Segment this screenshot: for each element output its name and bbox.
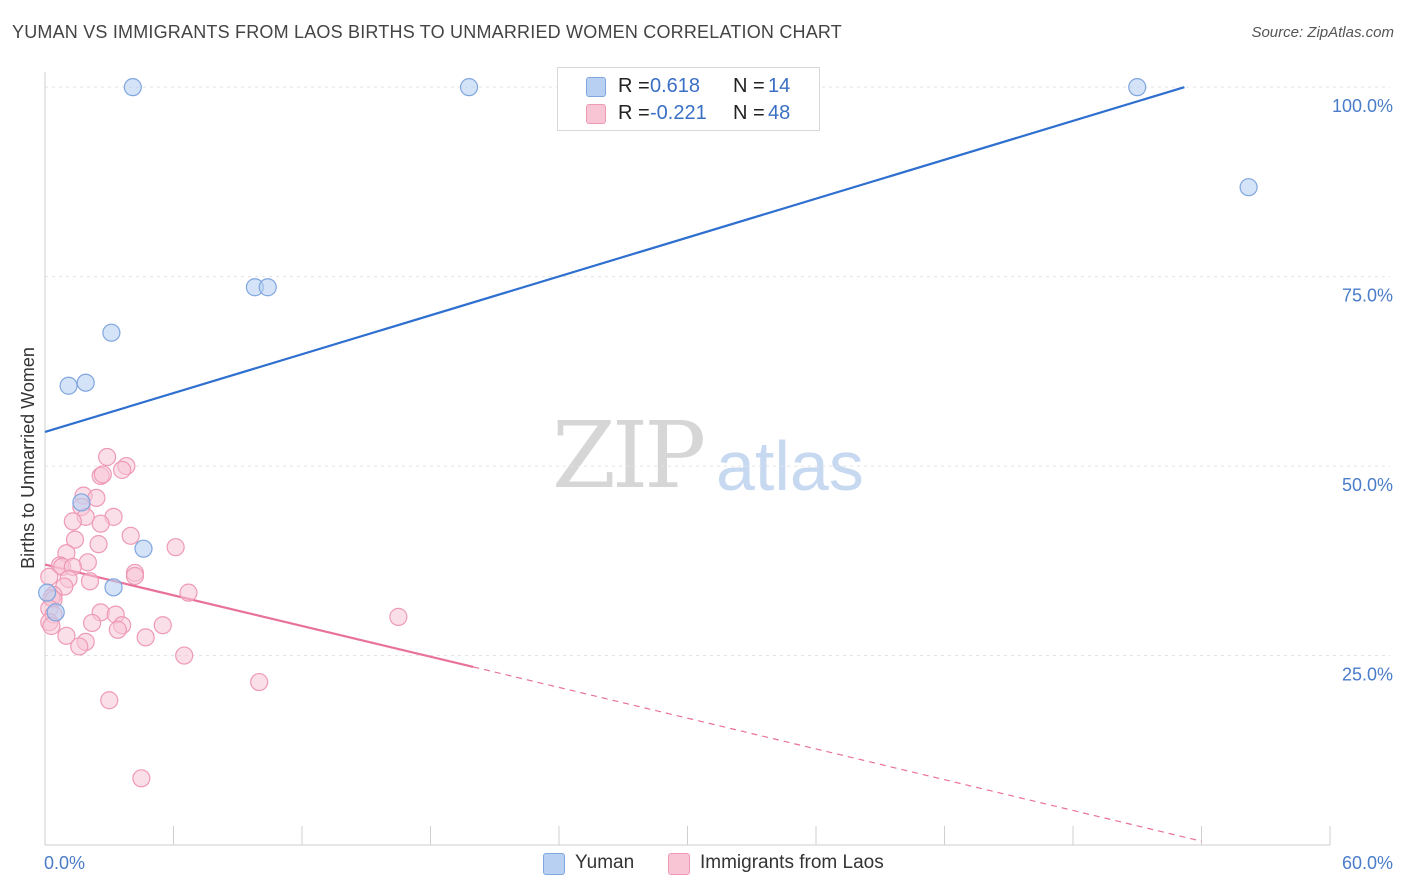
n-label: N = (733, 75, 765, 97)
laos-point (89, 535, 108, 554)
laos-point (125, 566, 145, 586)
correlation-legend: R = 0.618 N = 14 R = -0.221 N = 48 (557, 67, 820, 131)
laos-point (112, 460, 132, 479)
yuman-point (72, 493, 91, 512)
n-value: 48 (768, 102, 791, 124)
points-layer (38, 78, 1258, 788)
yuman-point (104, 578, 123, 597)
n-value: 14 (768, 75, 791, 97)
yuman-legend-label: Yuman (575, 852, 635, 873)
yuman-trend-line (44, 86, 1185, 434)
yuman-point (59, 376, 78, 395)
r-label: R = (618, 102, 650, 124)
yuman-point (102, 323, 121, 342)
laos-point (250, 672, 269, 692)
yuman-swatch (586, 77, 606, 97)
laos-swatch (586, 104, 606, 124)
laos-trend-extension (473, 666, 1202, 842)
laos-point (83, 613, 102, 633)
chart-title: YUMAN VS IMMIGRANTS FROM LAOS BIRTHS TO … (12, 22, 843, 42)
laos-point (98, 447, 117, 467)
laos-point (121, 526, 140, 545)
watermark-zip: ZIP (552, 402, 706, 509)
yuman-point (459, 78, 479, 97)
x-tick-label: 60.0% (1342, 853, 1393, 873)
laos-point (179, 583, 198, 602)
yuman-legend-swatch (543, 853, 565, 875)
legend-row-yuman: R = 0.618 N = 14 (558, 75, 819, 101)
source-label: Source: ZipAtlas.com (1251, 24, 1394, 41)
yuman-point (76, 373, 95, 392)
yuman-point (134, 539, 153, 558)
laos-legend-label: Immigrants from Laos (700, 852, 884, 873)
laos-point (132, 769, 151, 788)
laos-legend-swatch (668, 853, 690, 875)
laos-point (40, 567, 59, 586)
y-tick-label: 25.0% (1342, 665, 1393, 685)
laos-point (389, 607, 408, 626)
yuman-point (1239, 178, 1258, 197)
laos-point (175, 646, 194, 665)
yuman-point (1128, 78, 1147, 97)
laos-point (93, 465, 112, 484)
laos-point (87, 488, 106, 508)
laos-point (136, 628, 155, 647)
yuman-point (258, 278, 277, 297)
y-tick-label: 100.0% (1332, 96, 1393, 116)
yuman-point (38, 583, 57, 602)
y-tick-label: 50.0% (1342, 475, 1393, 495)
y-axis-label: Births to Unmarried Women (18, 347, 38, 569)
laos-point (65, 530, 85, 549)
yuman-point (123, 78, 142, 97)
r-value: 0.618 (650, 75, 701, 97)
label-layer: 25.0% 50.0% 75.0% 100.0% 0.0% 60.0% Births to … (18, 96, 1393, 873)
laos-point (108, 620, 127, 639)
laos-point (100, 691, 119, 710)
laos-point (80, 572, 100, 591)
laos-point (57, 626, 76, 645)
y-tick-label: 75.0% (1342, 286, 1393, 306)
axis-layer (44, 72, 1331, 846)
laos-point (78, 553, 97, 572)
n-label: N = (733, 102, 765, 124)
yuman-point (46, 603, 65, 622)
x-tick-label: 0.0% (44, 853, 85, 873)
r-label: R = (618, 75, 650, 97)
trend-layer (44, 86, 1202, 842)
laos-point (91, 514, 110, 533)
legend-row-laos: R = -0.221 N = 48 (558, 102, 819, 128)
laos-point (70, 637, 89, 656)
laos-point (63, 512, 82, 531)
r-value: -0.221 (650, 102, 707, 124)
laos-point (166, 538, 185, 557)
laos-point (153, 616, 172, 635)
